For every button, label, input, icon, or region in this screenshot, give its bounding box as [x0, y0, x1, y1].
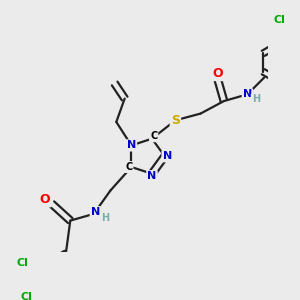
Text: N: N	[163, 151, 172, 161]
Text: S: S	[171, 114, 180, 127]
Text: H: H	[101, 213, 110, 223]
Text: Cl: Cl	[273, 15, 285, 25]
Text: O: O	[212, 67, 223, 80]
Text: N: N	[243, 89, 252, 99]
Text: Cl: Cl	[20, 292, 32, 300]
Text: O: O	[40, 193, 50, 206]
Text: C: C	[125, 162, 133, 172]
Text: N: N	[91, 207, 100, 217]
Text: C: C	[150, 131, 157, 141]
Text: N: N	[147, 171, 157, 181]
Text: H: H	[252, 94, 260, 104]
Text: N: N	[127, 140, 136, 150]
Text: Cl: Cl	[17, 258, 28, 268]
